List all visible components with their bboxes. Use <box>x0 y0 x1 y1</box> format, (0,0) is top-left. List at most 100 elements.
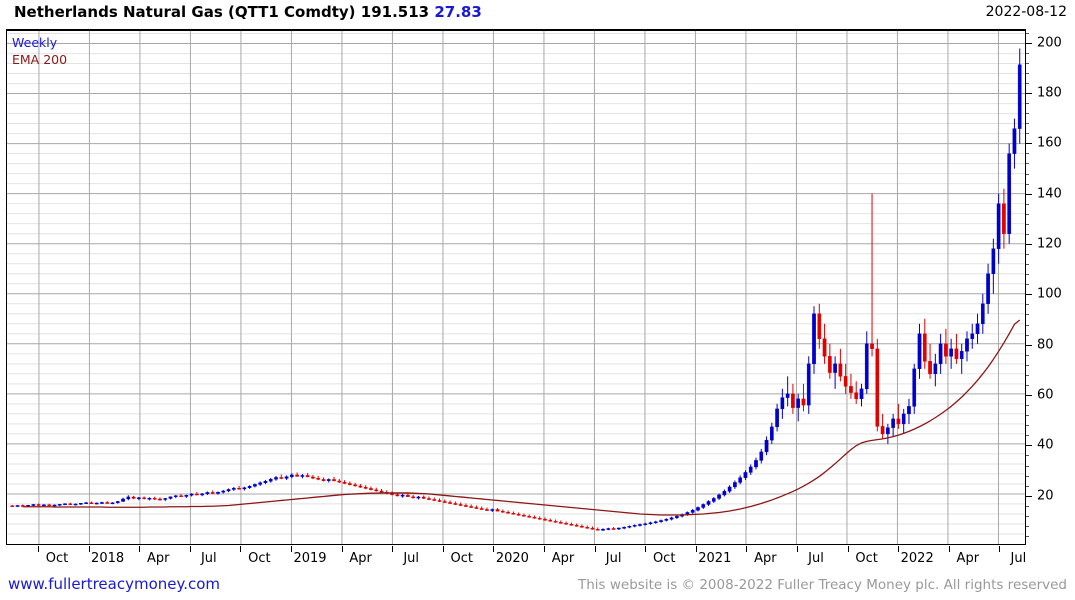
x-axis-tick <box>999 546 1001 552</box>
x-axis: Oct 2018 Apr Jul Oct 2019 Apr Jul Oct 2020 Apr Jul O… <box>0 546 1075 572</box>
x-axis-label: Apr <box>754 551 777 566</box>
y-axis-minor-tick <box>1026 233 1029 235</box>
x-axis-label: Jul <box>808 551 824 566</box>
y-axis-label: 20 <box>1037 488 1054 504</box>
x-axis-label: Apr <box>551 551 575 566</box>
x-axis-label: Jul <box>1010 551 1027 566</box>
y-axis-minor-tick <box>1026 153 1029 155</box>
y-axis-minor-tick <box>1026 123 1029 125</box>
y-axis-minor-tick <box>1026 455 1029 457</box>
chart-header: Netherlands Natural Gas (QTT1 Comdty) 19… <box>0 0 1075 26</box>
site-url[interactable]: www.fullertreacymoney.com <box>8 575 221 593</box>
y-axis-label: 180 <box>1037 85 1062 101</box>
legend-ema: EMA 200 <box>12 52 68 67</box>
y-axis-minor-tick <box>1026 133 1029 135</box>
chart-canvas <box>7 31 1025 544</box>
y-axis-tick <box>1026 244 1032 245</box>
x-axis-tick <box>594 546 596 552</box>
legend-interval: Weekly <box>12 35 58 50</box>
x-axis-label: 2018 <box>91 551 125 566</box>
y-axis-minor-tick <box>1026 324 1029 326</box>
y-axis-minor-tick <box>1026 103 1029 104</box>
y-axis-tick <box>1026 294 1032 296</box>
y-axis: 20 40 60 80 100 120 140 160 180 200 <box>1026 29 1075 546</box>
y-axis-minor-tick <box>1026 62 1029 64</box>
y-axis-minor-tick <box>1026 465 1029 467</box>
x-axis-tick <box>898 546 900 552</box>
x-axis-label: 2022 <box>900 551 934 566</box>
y-axis-minor-tick <box>1026 435 1029 437</box>
last-price: 191.513 <box>360 3 430 21</box>
price-change: 27.83 <box>434 3 482 21</box>
y-axis-tick <box>1026 42 1032 44</box>
instrument-name: Netherlands Natural Gas (QTT1 Comdty) <box>14 3 356 21</box>
x-axis-label: Oct <box>248 551 271 566</box>
y-axis-minor-tick <box>1026 163 1029 165</box>
y-axis-label: 200 <box>1037 35 1062 51</box>
y-axis-minor-tick <box>1026 183 1029 185</box>
y-axis-label: 160 <box>1037 135 1062 151</box>
y-axis-minor-tick <box>1026 374 1029 376</box>
y-axis-tick <box>1026 143 1032 145</box>
y-axis-tick <box>1026 92 1032 94</box>
x-axis-label: Jul <box>605 551 622 566</box>
y-axis-minor-tick <box>1026 223 1029 225</box>
y-axis-minor-tick <box>1026 82 1029 84</box>
y-axis-minor-tick <box>1026 304 1029 306</box>
x-axis-label: Oct <box>450 551 474 566</box>
x-axis-label: 2021 <box>698 551 732 566</box>
x-axis-tick <box>240 546 242 552</box>
y-axis-minor-tick <box>1026 274 1029 276</box>
y-axis-minor-tick <box>1026 72 1029 74</box>
x-axis-label: Jul <box>403 551 420 566</box>
x-axis-tick <box>392 546 394 552</box>
y-axis-label: 120 <box>1037 236 1062 252</box>
y-axis-minor-tick <box>1026 334 1029 336</box>
y-axis-minor-tick <box>1026 314 1029 316</box>
x-axis-tick <box>797 546 798 552</box>
y-axis-minor-tick <box>1026 485 1029 487</box>
y-axis-minor-tick <box>1026 213 1029 215</box>
y-axis-minor-tick <box>1026 425 1029 427</box>
y-axis-minor-tick <box>1026 535 1029 537</box>
x-axis-label: Apr <box>349 551 372 566</box>
y-axis-tick <box>1026 344 1032 346</box>
x-axis-tick <box>493 546 495 552</box>
y-axis-minor-tick <box>1026 415 1029 417</box>
x-axis-tick <box>645 546 647 552</box>
chart-date: 2022-08-12 <box>985 4 1067 20</box>
x-axis-tick <box>341 546 343 552</box>
x-axis-label: 2019 <box>293 551 327 566</box>
y-axis-minor-tick <box>1026 264 1029 266</box>
x-axis-tick <box>291 546 292 552</box>
x-axis-tick <box>847 546 849 552</box>
y-axis-minor-tick <box>1026 405 1029 406</box>
y-axis-label: 140 <box>1037 186 1062 202</box>
y-axis-minor-tick <box>1026 475 1029 477</box>
x-axis-label: Oct <box>652 551 676 566</box>
y-axis-label: 100 <box>1037 286 1062 302</box>
y-axis-label: 60 <box>1037 387 1054 403</box>
y-axis-minor-tick <box>1026 254 1029 255</box>
copyright-notice: This website is © 2008-2022 Fuller Treac… <box>578 577 1067 593</box>
x-axis-tick <box>38 546 39 552</box>
y-axis-label: 80 <box>1037 337 1054 353</box>
y-axis-minor-tick <box>1026 284 1029 286</box>
x-axis-label: Apr <box>146 551 170 566</box>
y-axis-minor-tick <box>1026 173 1029 175</box>
chart-plot-area[interactable]: Weekly EMA 200 <box>6 29 1026 545</box>
y-axis-tick <box>1026 395 1032 396</box>
chart-footer: www.fullertreacymoney.com This website i… <box>0 574 1075 600</box>
y-axis-minor-tick <box>1026 354 1029 356</box>
y-axis-label: 40 <box>1037 437 1054 453</box>
y-axis-minor-tick <box>1026 113 1029 115</box>
x-axis-label: Apr <box>956 551 980 566</box>
y-axis-minor-tick <box>1026 364 1029 366</box>
y-axis-tick <box>1026 495 1032 497</box>
page-title: Netherlands Natural Gas (QTT1 Comdty) 19… <box>14 3 482 21</box>
y-axis-minor-tick <box>1026 52 1029 54</box>
x-axis-tick <box>695 546 697 552</box>
x-axis-label: Oct <box>855 551 878 566</box>
y-axis-minor-tick <box>1026 384 1029 386</box>
